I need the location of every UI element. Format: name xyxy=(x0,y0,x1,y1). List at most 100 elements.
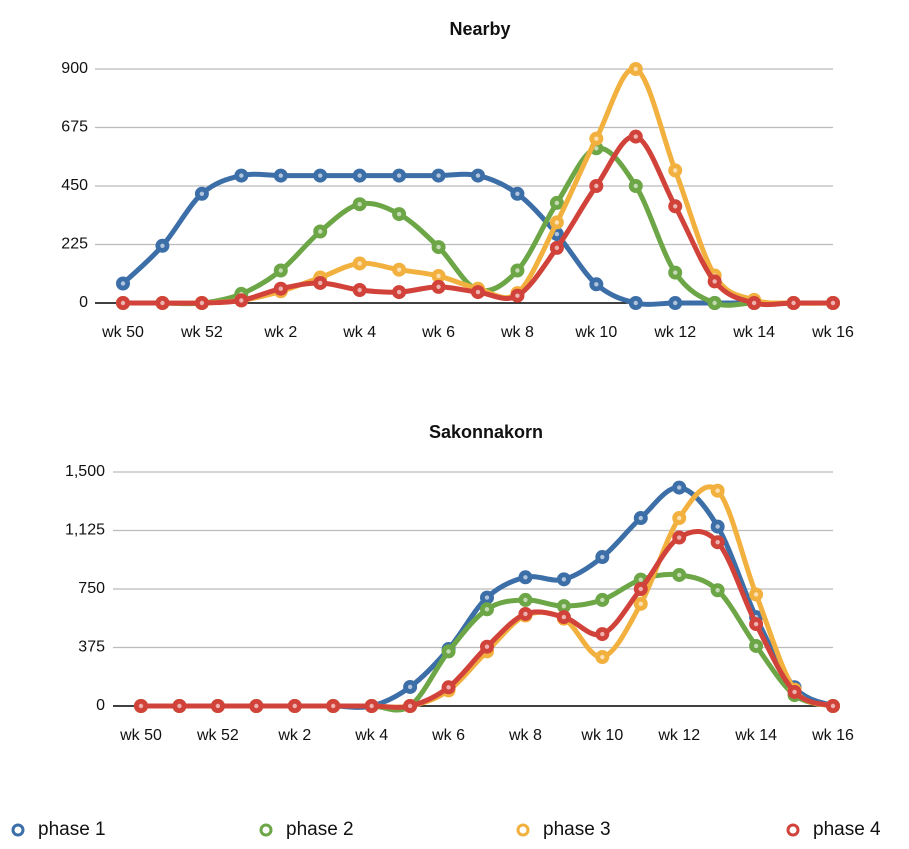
x-tick-label: wk 6 xyxy=(421,324,455,341)
marker-center xyxy=(120,281,126,286)
x-tick-label: wk 14 xyxy=(732,324,775,341)
marker-center xyxy=(436,284,441,290)
y-tick-label: 1,125 xyxy=(65,522,105,539)
marker-center xyxy=(278,268,283,273)
marker-center xyxy=(638,601,643,607)
marker-center xyxy=(712,279,717,284)
marker-center xyxy=(753,643,759,649)
marker-center xyxy=(677,515,682,521)
x-tick-label: wk 6 xyxy=(431,727,465,744)
marker-center xyxy=(407,703,413,709)
marker-center xyxy=(753,621,759,627)
marker-center xyxy=(751,300,757,306)
marker-center xyxy=(369,703,374,709)
marker-center xyxy=(638,577,643,582)
marker-center xyxy=(160,243,165,248)
legend-marker xyxy=(516,823,530,837)
marker-center xyxy=(331,703,336,709)
x-tick-label: wk 12 xyxy=(653,324,696,341)
marker-center xyxy=(600,597,605,603)
marker-center xyxy=(830,703,836,709)
marker-center xyxy=(677,485,682,490)
series xyxy=(134,480,840,713)
x-tick-label: wk 52 xyxy=(180,324,223,341)
marker-center xyxy=(484,595,490,600)
x-tick-label: wk 10 xyxy=(574,324,617,341)
chart-title: Nearby xyxy=(449,19,510,39)
y-tick-label: 0 xyxy=(96,697,105,714)
marker-center xyxy=(199,191,205,196)
y-tick-label: 225 xyxy=(61,236,88,253)
x-tick-label: wk 50 xyxy=(119,727,162,744)
marker-center xyxy=(396,267,402,272)
marker-center xyxy=(318,173,323,178)
marker-center xyxy=(120,300,126,306)
x-tick-label: wk 4 xyxy=(342,324,376,341)
marker-center xyxy=(594,136,599,141)
marker-center xyxy=(712,300,717,306)
x-tick-label: wk 4 xyxy=(354,727,388,744)
marker-center xyxy=(396,289,402,295)
marker-center xyxy=(199,300,205,306)
marker-center xyxy=(554,200,560,206)
marker-center xyxy=(561,603,567,609)
marker-center xyxy=(600,554,605,560)
marker-center xyxy=(396,211,402,217)
marker-center xyxy=(436,273,441,279)
marker-center xyxy=(633,66,638,72)
marker-center xyxy=(715,540,720,545)
marker-center xyxy=(554,220,560,225)
x-tick-label: wk 50 xyxy=(101,324,144,341)
x-tick-label: wk 2 xyxy=(277,727,311,744)
marker-center xyxy=(715,588,720,593)
marker-center xyxy=(278,286,283,291)
y-tick-label: 375 xyxy=(78,639,105,656)
marker-center xyxy=(561,577,567,582)
marker-center xyxy=(484,644,490,649)
legend-label: phase 4 xyxy=(813,819,881,840)
marker-center xyxy=(357,202,362,207)
marker-center xyxy=(254,703,259,709)
marker-center xyxy=(715,488,720,493)
marker-center xyxy=(357,261,362,266)
marker-center xyxy=(791,300,796,306)
marker-center xyxy=(600,654,605,660)
legend-marker xyxy=(786,823,800,837)
marker-center xyxy=(673,168,678,173)
legend-label: phase 3 xyxy=(543,819,611,840)
marker-center xyxy=(475,173,481,178)
y-tick-label: 1,500 xyxy=(65,463,105,480)
marker-center xyxy=(638,586,643,592)
x-tick-label: wk 8 xyxy=(500,324,534,341)
marker-center xyxy=(436,244,441,250)
series xyxy=(134,529,840,713)
legend-label: phase 1 xyxy=(38,819,106,840)
marker-center xyxy=(594,146,599,151)
marker-center xyxy=(407,684,413,690)
marker-center xyxy=(475,289,481,295)
series xyxy=(116,129,840,310)
marker-center xyxy=(561,614,567,620)
y-tick-label: 0 xyxy=(79,294,88,311)
marker-center xyxy=(677,535,682,540)
y-tick-label: 450 xyxy=(61,177,88,194)
marker-center xyxy=(177,703,182,709)
marker-center xyxy=(523,611,528,617)
chart-title: Sakonnakorn xyxy=(429,422,543,442)
marker-center xyxy=(215,703,221,709)
marker-center xyxy=(396,173,402,178)
x-tick-label: wk 14 xyxy=(734,727,777,744)
marker-center xyxy=(523,597,528,603)
x-tick-label: wk 8 xyxy=(508,727,542,744)
marker-center xyxy=(138,703,144,709)
line xyxy=(141,529,834,710)
marker-center xyxy=(633,134,638,139)
marker-center xyxy=(515,293,520,298)
marker-center xyxy=(673,204,678,209)
marker-center xyxy=(292,703,297,709)
marker-center xyxy=(673,300,678,306)
legend-marker xyxy=(259,823,273,837)
x-tick-label: wk 16 xyxy=(811,324,854,341)
marker-center xyxy=(792,689,797,695)
x-tick-label: wk 10 xyxy=(580,727,623,744)
